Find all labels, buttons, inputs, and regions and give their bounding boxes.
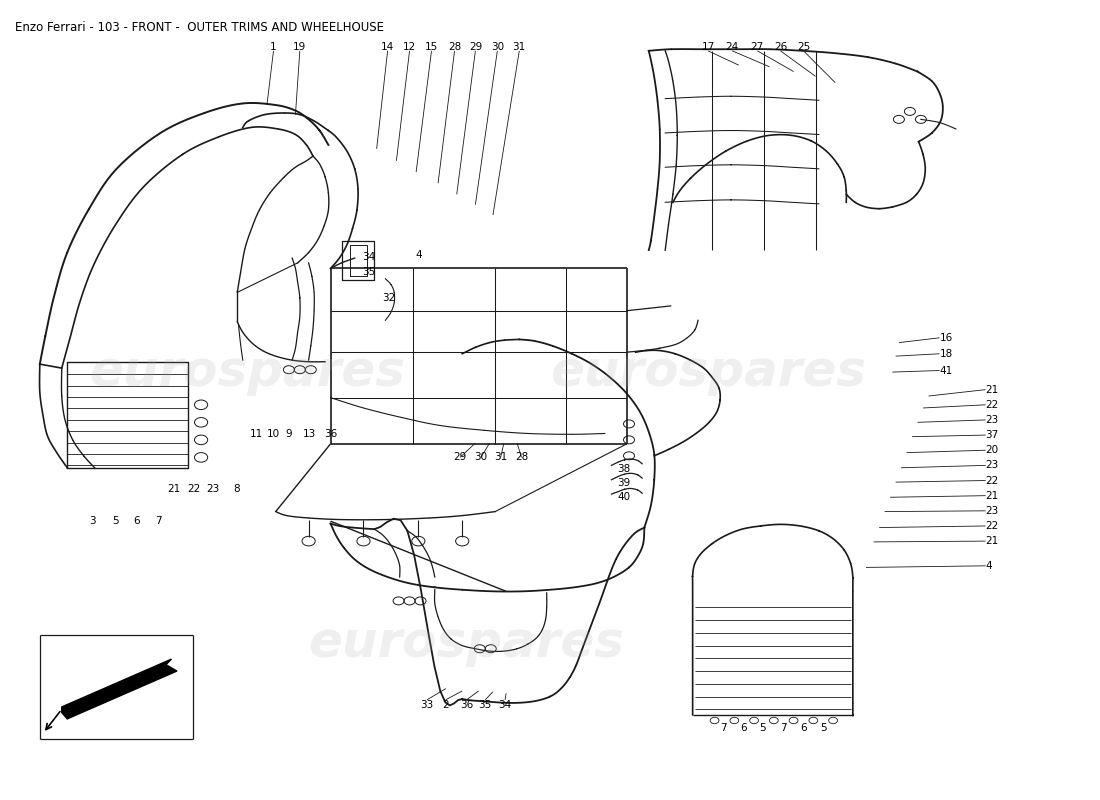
Text: 26: 26 [773,42,786,52]
Text: 23: 23 [986,415,999,425]
Text: 30: 30 [491,42,504,52]
Text: 4: 4 [986,561,992,571]
Text: 4: 4 [415,250,421,260]
Text: 21: 21 [986,536,999,546]
Text: 22: 22 [986,400,999,410]
Text: 21: 21 [986,490,999,501]
Text: 24: 24 [726,42,739,52]
Text: 3: 3 [89,516,96,526]
Polygon shape [62,659,177,719]
Text: 9: 9 [286,430,293,439]
Text: 22: 22 [986,475,999,486]
Text: 5: 5 [112,516,119,526]
Text: 36: 36 [323,430,338,439]
Text: 12: 12 [403,42,416,52]
Text: 17: 17 [702,42,715,52]
Text: 23: 23 [207,484,220,494]
Text: eurospares: eurospares [550,348,866,396]
Text: 34: 34 [362,251,375,262]
Text: 29: 29 [453,452,466,462]
Text: 21: 21 [986,385,999,394]
Text: 6: 6 [800,722,806,733]
Text: 39: 39 [617,478,630,488]
Text: 15: 15 [425,42,438,52]
Text: 35: 35 [362,267,375,278]
Text: 30: 30 [474,452,487,462]
Text: 29: 29 [469,42,482,52]
Text: 35: 35 [478,699,492,710]
Text: 7: 7 [720,722,727,733]
Text: 11: 11 [250,430,263,439]
Text: 10: 10 [267,430,280,439]
Text: 18: 18 [939,349,953,358]
Text: 33: 33 [420,699,433,710]
Text: 6: 6 [740,722,747,733]
Text: 28: 28 [515,452,528,462]
Text: 28: 28 [448,42,461,52]
Text: 32: 32 [382,293,395,303]
Text: 31: 31 [494,452,507,462]
Text: 23: 23 [986,460,999,470]
Text: 23: 23 [986,506,999,516]
Text: eurospares: eurospares [89,348,405,396]
Text: 2: 2 [442,699,449,710]
Text: 38: 38 [617,463,630,474]
Text: 27: 27 [750,42,764,52]
Text: 21: 21 [167,484,180,494]
Text: 22: 22 [187,484,200,494]
Text: 14: 14 [381,42,394,52]
Text: Enzo Ferrari - 103 - FRONT -  OUTER TRIMS AND WHEELHOUSE: Enzo Ferrari - 103 - FRONT - OUTER TRIMS… [14,22,384,34]
Text: 16: 16 [939,333,953,343]
Text: 41: 41 [939,366,953,375]
Text: 7: 7 [155,516,162,526]
Text: eurospares: eurospares [309,619,625,667]
Text: 25: 25 [796,42,810,52]
Text: 31: 31 [513,42,526,52]
Text: 13: 13 [304,430,317,439]
Text: 40: 40 [617,492,630,502]
Text: 22: 22 [986,521,999,531]
Text: 20: 20 [986,446,999,455]
Text: 1: 1 [271,42,277,52]
Text: 5: 5 [820,722,826,733]
Text: 37: 37 [986,430,999,440]
Text: 5: 5 [759,722,767,733]
Text: 7: 7 [780,722,786,733]
Text: 8: 8 [233,484,240,494]
Text: 19: 19 [294,42,307,52]
Text: 34: 34 [498,699,512,710]
Text: 36: 36 [460,699,473,710]
Text: 6: 6 [133,516,140,526]
